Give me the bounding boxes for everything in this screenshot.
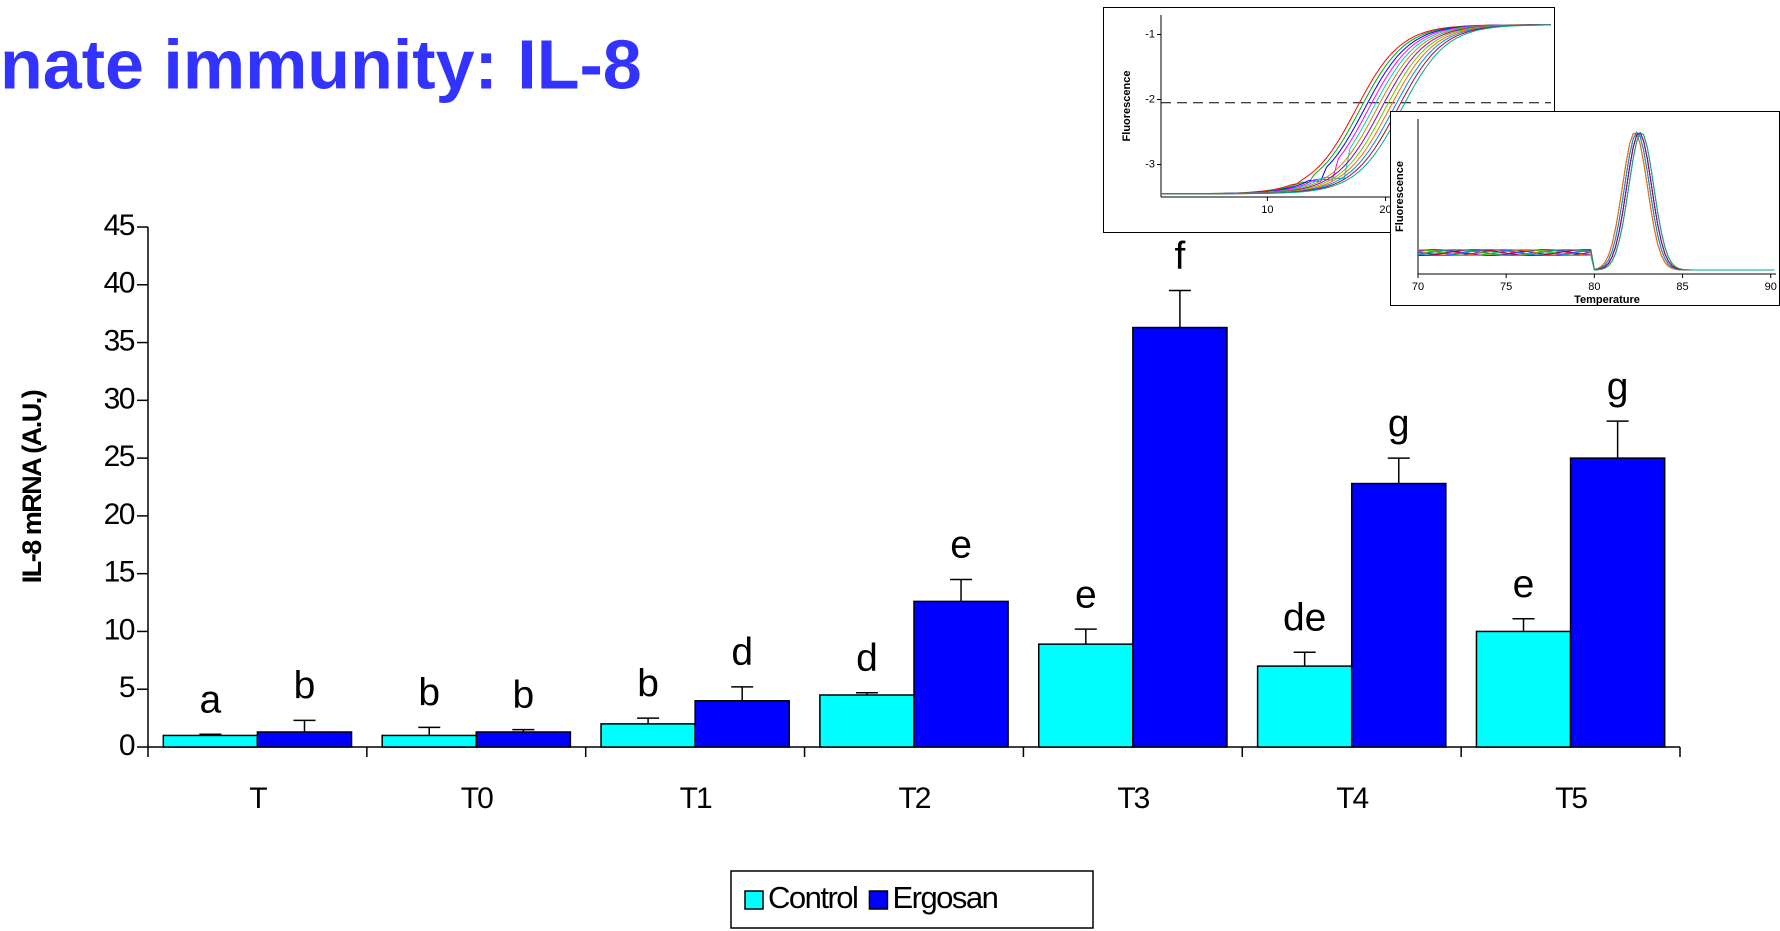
bar <box>1475 630 1572 748</box>
inset-y-tick-label: -2 <box>1145 93 1155 105</box>
significance-label: g <box>1607 365 1629 408</box>
y-tick-label: 40 <box>104 267 135 300</box>
bar <box>256 731 353 748</box>
bar <box>1132 326 1228 748</box>
significance-label: g <box>1388 402 1410 445</box>
significance-label: de <box>1283 597 1326 640</box>
bar <box>1350 482 1447 748</box>
significance-label: b <box>512 674 534 717</box>
inset-y-tick-label: -1 <box>1145 28 1155 40</box>
bar <box>162 734 259 748</box>
significance-label: e <box>1513 563 1535 606</box>
inset-curve <box>1417 131 1775 271</box>
significance-label: b <box>637 662 659 705</box>
inset-x-tick-label: 10 <box>1261 204 1273 216</box>
bar <box>475 731 572 748</box>
significance-label: e <box>950 524 972 567</box>
inset-x-tick-label: 70 <box>1412 281 1424 293</box>
inset-curve <box>1161 24 1551 195</box>
bar <box>381 734 478 748</box>
significance-label: a <box>200 679 222 722</box>
inset-x-tick-label: 20 <box>1379 204 1391 216</box>
significance-label: b <box>418 672 440 715</box>
significance-label: d <box>856 637 878 680</box>
bar <box>1037 643 1134 748</box>
inset-y-label: Fluorescence <box>1394 161 1406 232</box>
x-tick-label: T <box>249 782 267 815</box>
x-tick-label: T0 <box>461 782 493 815</box>
y-tick-label: 25 <box>104 440 135 473</box>
x-tick-label: T1 <box>680 782 712 815</box>
bar <box>1569 457 1666 748</box>
legend-box <box>730 870 1094 929</box>
inset-plot: 70 75 80 85 90 Temperature Fluorescence <box>1390 111 1780 306</box>
y-tick-label: 45 <box>104 209 135 242</box>
inset-y-label: Fluorescence <box>1121 71 1133 142</box>
legend: Control Ergosan <box>730 870 1094 929</box>
y-tick-label: 20 <box>104 498 135 531</box>
chart-title: nate immunity: IL-8 <box>0 25 642 103</box>
inset-x-tick-label: 75 <box>1500 281 1512 293</box>
x-tick-label: T5 <box>1555 782 1587 815</box>
bar <box>600 723 696 748</box>
x-tick-label: T3 <box>1117 782 1149 815</box>
bar <box>913 600 1009 748</box>
inset-x-tick-label: 80 <box>1588 281 1600 293</box>
y-tick-label: 15 <box>104 556 135 589</box>
inset-x-tick-label: 85 <box>1676 281 1688 293</box>
x-tick-label: T2 <box>898 782 930 815</box>
y-axis-label: IL-8 mRNA (A.U.) <box>17 390 47 583</box>
legend-label: Ergosan <box>892 880 997 915</box>
y-tick-label: 0 <box>119 729 135 762</box>
legend-swatch <box>744 890 764 910</box>
significance-label: d <box>731 631 753 674</box>
y-tick-label: 10 <box>104 613 135 646</box>
inset-y-tick-label: -3 <box>1145 158 1155 170</box>
bar <box>819 694 915 748</box>
inset-x-tick-label: 90 <box>1765 281 1777 293</box>
significance-label: b <box>294 665 316 708</box>
y-tick-label: 30 <box>104 382 135 415</box>
x-tick-label: T4 <box>1336 782 1368 815</box>
y-tick-label: 35 <box>104 324 135 357</box>
legend-swatch <box>868 890 889 910</box>
legend-label: Control <box>768 880 857 915</box>
bar <box>694 700 791 748</box>
significance-label: e <box>1075 573 1097 616</box>
inset-frame <box>1390 111 1780 306</box>
bar <box>1256 665 1353 748</box>
y-tick-label: 5 <box>119 671 135 704</box>
significance-label: f <box>1174 235 1185 278</box>
inset-x-label: Temperature <box>1574 294 1640 306</box>
